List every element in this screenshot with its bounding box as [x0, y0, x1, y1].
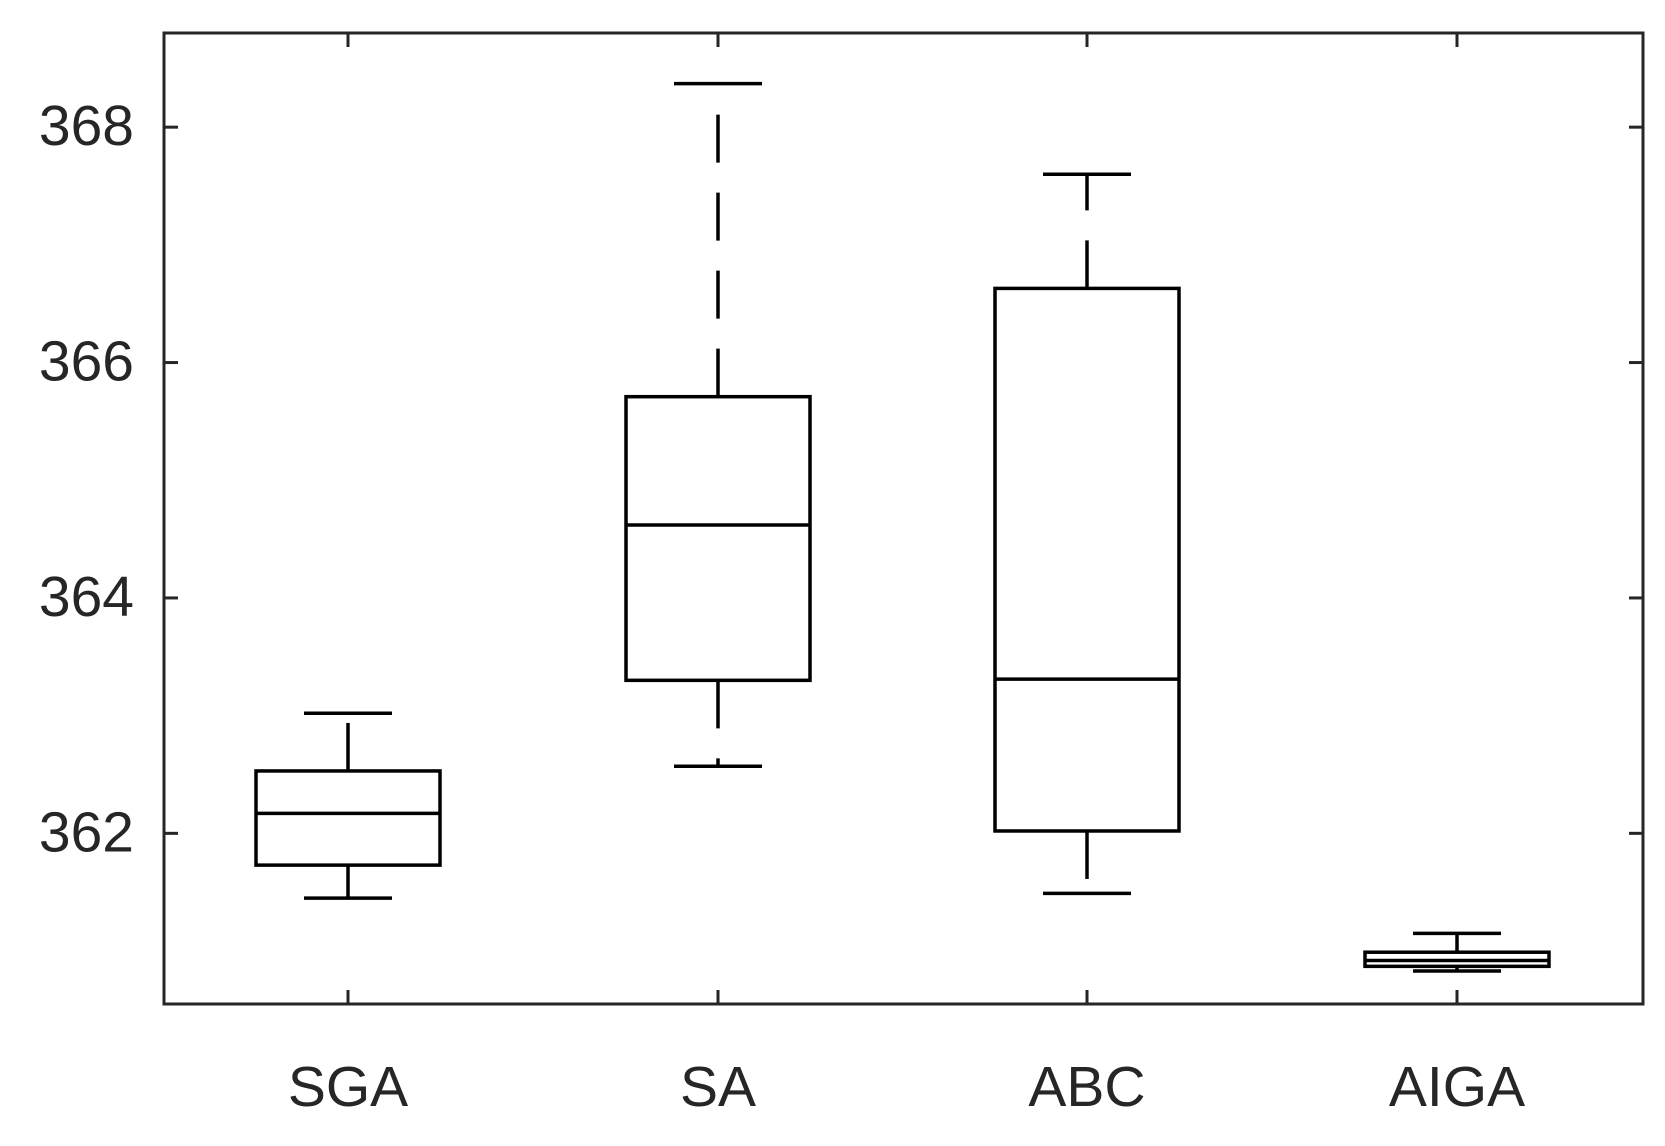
- y-axis-tick-labels: 362 364 366 368: [39, 94, 134, 864]
- y-tick-label: 366: [39, 330, 134, 394]
- y-tick-label: 362: [39, 800, 134, 864]
- x-tick-label: SGA: [288, 1055, 408, 1119]
- box-series: [254, 81, 1551, 973]
- x-tick-label: AIGA: [1389, 1055, 1525, 1119]
- y-tick-label: 368: [39, 94, 134, 158]
- x-axis-tick-labels: SGA SA ABC AIGA: [288, 1055, 1525, 1119]
- box-abc: [993, 172, 1181, 896]
- box-aiga: [1363, 931, 1551, 973]
- y-tick-label: 364: [39, 565, 134, 629]
- axis-ticks: [164, 33, 1643, 1004]
- box-body: [254, 769, 442, 867]
- plot-area-frame: [162, 31, 1645, 1006]
- box-sa: [624, 81, 812, 769]
- x-tick-label: SA: [680, 1055, 756, 1119]
- box-body: [993, 286, 1181, 833]
- box-body: [624, 394, 812, 683]
- x-tick-label: ABC: [1028, 1055, 1145, 1119]
- box-sga: [254, 711, 442, 900]
